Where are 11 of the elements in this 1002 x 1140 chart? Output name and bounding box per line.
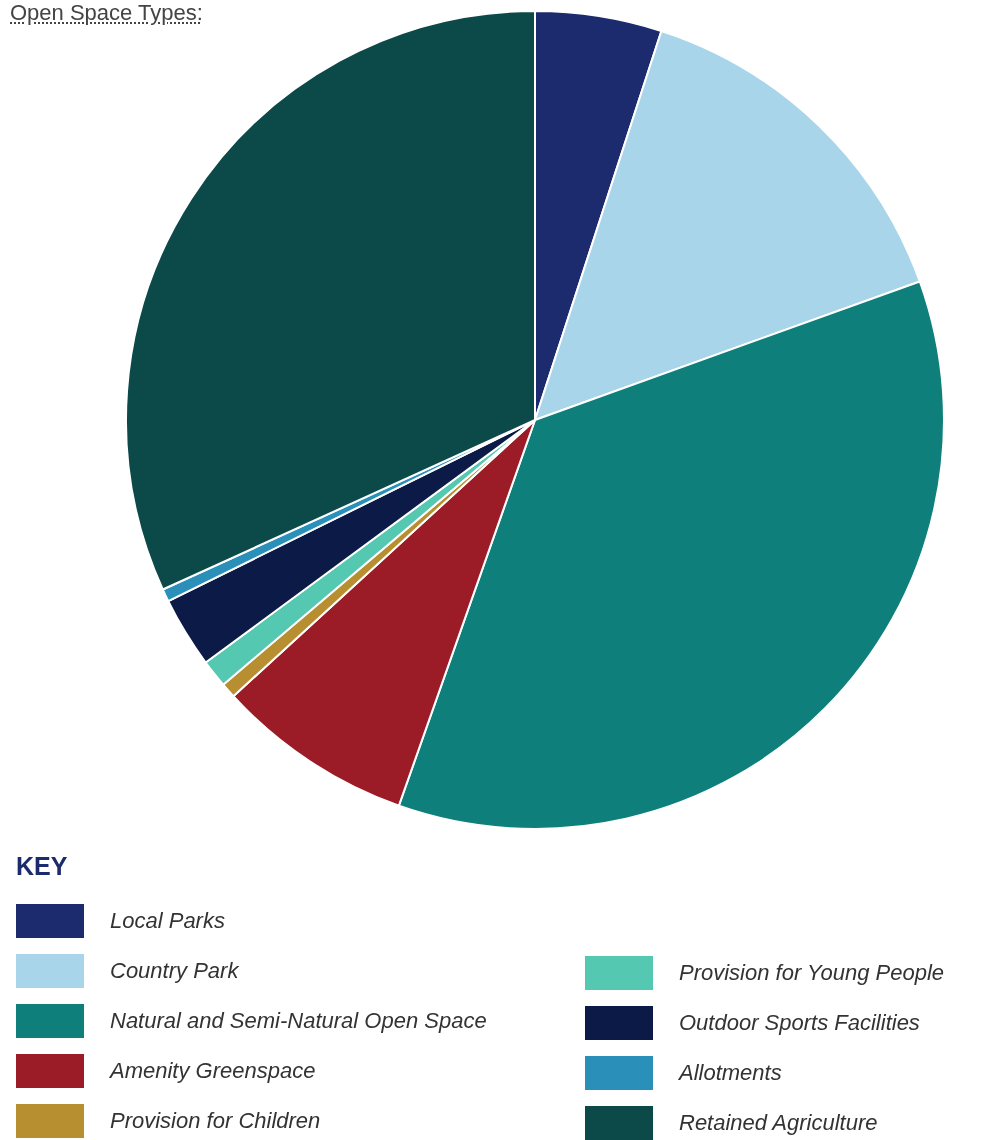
legend-label: Amenity Greenspace xyxy=(110,1058,316,1084)
legend-title: KEY xyxy=(16,852,68,881)
legend-label: Natural and Semi-Natural Open Space xyxy=(110,1008,487,1034)
legend-label: Local Parks xyxy=(110,908,225,934)
chart-title: Open Space Types: xyxy=(10,0,203,26)
legend-label: Retained Agriculture xyxy=(679,1110,878,1136)
legend-label: Country Park xyxy=(110,958,239,984)
legend-label: Allotments xyxy=(679,1060,782,1086)
legend-label: Outdoor Sports Facilities xyxy=(679,1010,920,1036)
legend-label: Provision for Young People xyxy=(679,960,944,986)
legend-label: Provision for Children xyxy=(110,1108,321,1134)
